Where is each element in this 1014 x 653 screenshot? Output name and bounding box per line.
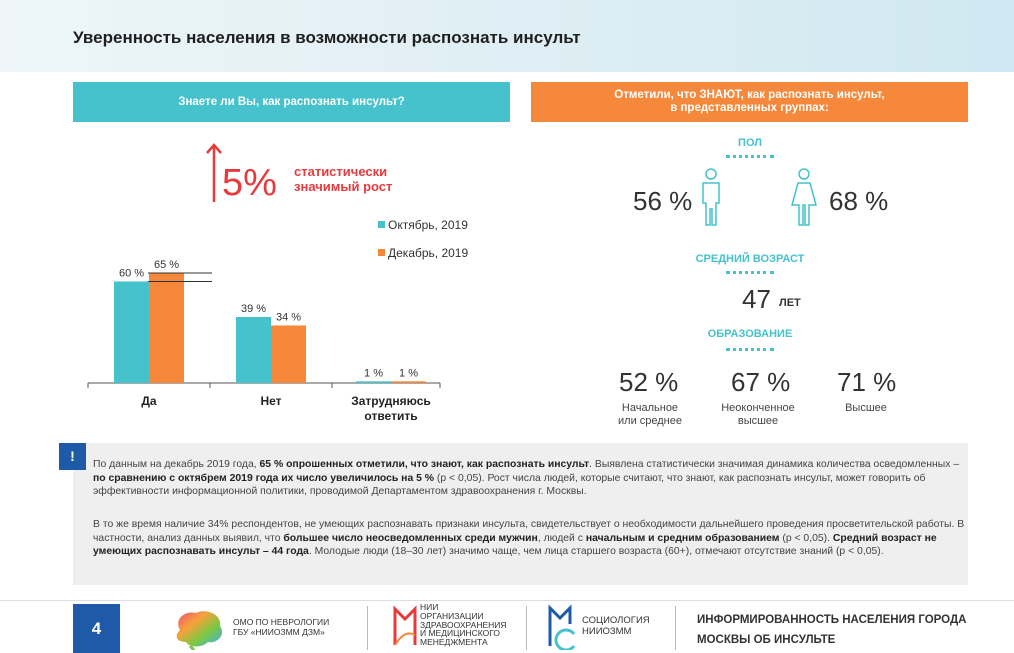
info-p1-text-e: (р < 0,05). Рост числа людей, которые сч… (93, 472, 926, 498)
category-label-2-0: Затрудняюсь (351, 394, 431, 408)
male-icon (702, 168, 720, 226)
legend-swatch-december (378, 249, 385, 256)
data-label-0-1: 65 % (154, 259, 179, 271)
education-dots-divider (726, 348, 774, 354)
org3-line1: СОЦИОЛОГИЯ (582, 615, 650, 626)
growth-note-line2: значимый рост (294, 179, 393, 194)
category-label-0-0: Да (141, 394, 157, 408)
footer-title: ИНФОРМИРОВАННОСТЬ НАСЕЛЕНИЯ ГОРОДА МОСКВ… (697, 610, 966, 650)
brain-logo-icon (176, 611, 223, 650)
org2-line2: ОРГАНИЗАЦИИ (420, 610, 484, 621)
legend-item-december: Декабрь, 2019 (378, 246, 468, 260)
org1-line2: ГБУ «НИИОЗММ ДЗМ» (233, 627, 325, 637)
edu-incomplete-label: Неоконченное высшее (708, 402, 808, 428)
bar-chart: 60 % 65 % Да 39 % 34 % Нет 1 % 1 % Затрудняюсь от… (60, 130, 500, 440)
org2-line4: И МЕДИЦИНСКОГО (420, 628, 500, 639)
bar-2-1 (391, 381, 426, 383)
info-box (73, 443, 968, 585)
edu-primary-label-line2: или среднее (618, 415, 682, 427)
bar-chart-svg: 60 % 65 % Да 39 % 34 % Нет 1 % 1 % Затрудняюсьот… (87, 259, 441, 423)
info-badge: ! (59, 443, 86, 470)
right-panel-title-line1: Отметили, что ЗНАЮТ, как распознать инсу… (614, 89, 885, 101)
bar-1-0 (236, 317, 271, 383)
age-unit: ЛЕТ (779, 297, 801, 309)
age-value: 47 (742, 284, 771, 314)
education-section-title: ОБРАЗОВАНИЕ (707, 328, 793, 340)
info-paragraph-2: В то же время наличие 34% респондентов, … (93, 518, 968, 559)
male-percent: 56 % (633, 186, 693, 216)
info-p2-bold-b: большее число неосведомленных среди мужч… (283, 532, 538, 544)
bar-1-1 (271, 325, 306, 383)
page-header: Уверенность населения в возможности расп… (0, 0, 1014, 72)
edu-primary-label-line1: Начальное (621, 402, 679, 414)
org1-text: ОМО ПО НЕВРОЛОГИИ ГБУ «НИИОЗММ ДЗМ» (233, 617, 329, 637)
org3-line2: НИИОЗММ (582, 626, 632, 637)
growth-note-line1: статистически (294, 164, 388, 179)
data-label-1-1: 34 % (276, 311, 301, 323)
footer-divider-3 (675, 606, 676, 650)
info-p2-text-g: . Молодые люди (18–30 лет) значимо чаще,… (308, 546, 884, 558)
info-paragraph-1: По данным на декабрь 2019 года, 65 % опр… (93, 458, 968, 499)
data-label-2-1: 1 % (399, 367, 418, 379)
legend-label-december: Декабрь, 2019 (388, 246, 469, 260)
age-dots-divider (726, 271, 774, 277)
niiozmm-logo-icon (393, 605, 417, 646)
info-p1-bold-b: 65 % опрошенных отметили, что знают, как… (259, 459, 590, 470)
info-p2-bold-d: начальным и средним образованием (585, 532, 780, 544)
page-number: 4 (73, 604, 120, 653)
edu-incomplete-label-line1: Неоконченное (721, 402, 795, 414)
legend-label-october: Октябрь, 2019 (388, 218, 468, 232)
org2-line1: НИИ (420, 602, 439, 612)
footer-title-line1: ИНФОРМИРОВАННОСТЬ НАСЕЛЕНИЯ ГОРОДА (697, 614, 967, 626)
footer-divider-2 (526, 606, 527, 650)
edu-higher-label: Высшее (816, 402, 916, 415)
bar-0-1 (149, 273, 184, 383)
org1-line1: ОМО ПО НЕВРОЛОГИИ (233, 617, 330, 627)
edu-incomplete-percent: 67 % (731, 367, 791, 397)
edu-primary-percent: 52 % (619, 367, 679, 397)
bar-2-0 (356, 381, 391, 383)
right-panel-title: Отметили, что ЗНАЮТ, как распознать инсу… (531, 82, 968, 122)
data-label-2-0: 1 % (364, 367, 383, 379)
growth-value: 5% (222, 162, 277, 204)
footer-divider (0, 600, 1014, 601)
org2-line5: МЕНЕДЖМЕНТА (420, 637, 488, 648)
left-panel-title: Знаете ли Вы, как распознать инсульт? (73, 82, 510, 122)
gender-dots-divider (726, 155, 774, 161)
footer-title-line2: МОСКВЫ ОБ ИНСУЛЬТЕ (697, 634, 836, 646)
legend-swatch-october (378, 221, 385, 228)
female-percent: 68 % (829, 186, 889, 216)
female-icon (791, 168, 817, 226)
edu-incomplete-label-line2: высшее (737, 415, 779, 427)
info-p1-text-a: По данным на декабрь 2019 года, (93, 459, 260, 470)
gender-section-title: ПОЛ (738, 137, 762, 149)
org2-line3: ЗДРАВООХРАНЕНИЯ (420, 619, 507, 630)
info-p2-text-c: , людей с (537, 532, 586, 544)
category-label-1-0: Нет (260, 394, 281, 408)
data-label-0-0: 60 % (119, 267, 144, 279)
sociology-logo-icon (548, 604, 576, 650)
footer-divider-1 (367, 606, 368, 650)
growth-note: статистически значимый рост (294, 164, 392, 194)
age-section-title: СРЕДНИЙ ВОЗРАСТ (695, 253, 805, 265)
category-label-2-1: ответить (364, 409, 417, 423)
info-p1-text-c: . Выявлена статистически значимая динами… (589, 459, 960, 470)
info-p1-bold-d: по сравнению с октябрем 2019 года их чис… (93, 472, 435, 484)
org3-text: СОЦИОЛОГИЯ НИИОЗММ (582, 615, 650, 637)
right-panel-title-line2: в представленных группах: (670, 102, 829, 114)
page-title: Уверенность населения в возможности расп… (73, 28, 581, 47)
info-p2-text-a: В то же время наличие 34% респондентов, … (93, 519, 965, 544)
info-p2-text-e: (р < 0,05). (779, 532, 833, 544)
info-p2-bold-f: Средний возраст не умеющих распознавать … (93, 532, 937, 558)
org2-text: НИИ ОРГАНИЗАЦИИ ЗДРАВООХРАНЕНИЯ И МЕДИЦИ… (420, 603, 507, 647)
edu-primary-label: Начальное или среднее (600, 402, 700, 428)
up-arrow-icon (206, 143, 222, 202)
legend-item-october: Октябрь, 2019 (378, 218, 468, 232)
bar-0-0 (114, 281, 149, 383)
edu-higher-label-line1: Высшее (845, 402, 887, 414)
data-label-1-0: 39 % (241, 303, 266, 315)
edu-higher-percent: 71 % (837, 367, 897, 397)
